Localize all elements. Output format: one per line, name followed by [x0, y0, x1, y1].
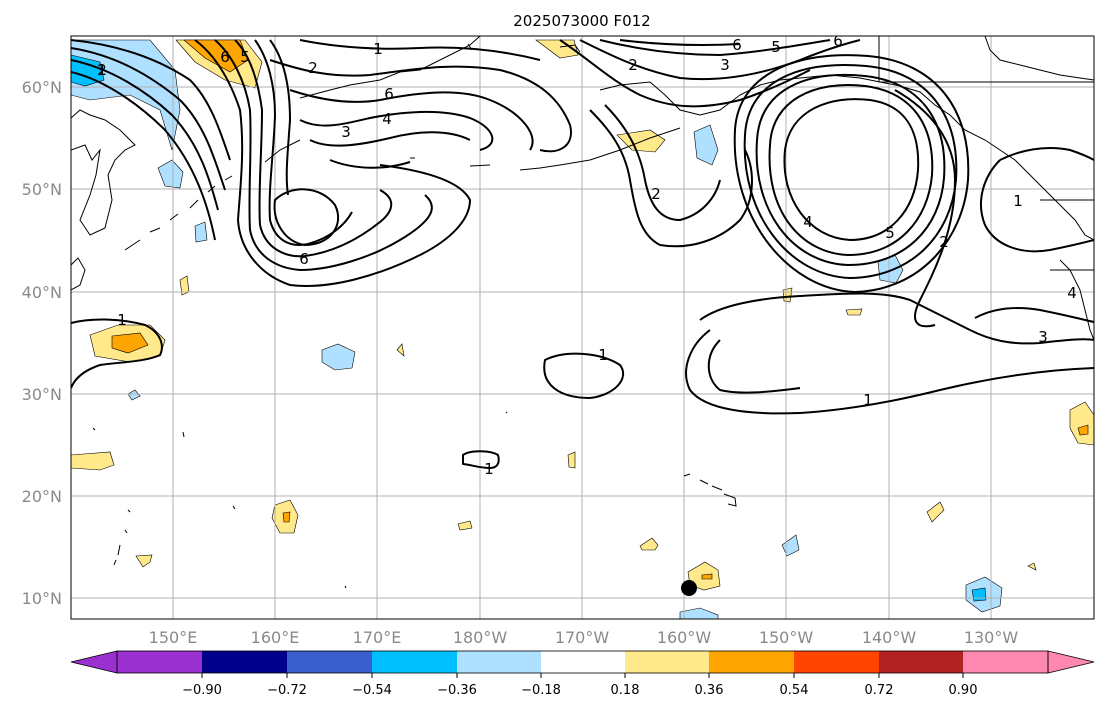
lon-label: 160°E — [251, 628, 300, 647]
contour-label: 1 — [863, 391, 873, 409]
colorbar-segment — [117, 651, 202, 673]
contour-label: 4 — [382, 110, 392, 128]
contour-label: 5 — [240, 48, 250, 66]
colorbar-tick-label: −0.72 — [267, 683, 307, 698]
contour-label: 3 — [1038, 328, 1048, 346]
contour-label: 1 — [97, 61, 107, 79]
contour-label: 1 — [373, 40, 383, 58]
contour-label: 2 — [651, 185, 661, 203]
lon-label: 150°W — [759, 628, 814, 647]
contour-label: 6 — [299, 250, 309, 268]
contours — [71, 39, 1094, 469]
contour-label: 2 — [97, 61, 107, 79]
colorbar-segment — [963, 651, 1048, 673]
map-title: 2025073000 F012 — [513, 12, 650, 30]
contour-label: 1 — [1013, 192, 1023, 210]
colorbar-segment — [625, 651, 709, 673]
lon-label: 140°W — [862, 628, 917, 647]
colorbar-tick-label: 0.72 — [865, 683, 894, 698]
colorbar-segment — [287, 651, 372, 673]
lon-label: 170°E — [353, 628, 402, 647]
lon-label: 180°W — [453, 628, 508, 647]
contour-label: 5 — [885, 224, 895, 242]
contour-label: 2 — [308, 59, 318, 77]
colorbar-under — [70, 650, 118, 674]
colorbar-segment — [879, 651, 963, 673]
colorbar-segment — [372, 651, 457, 673]
contour-label: 3 — [341, 123, 351, 141]
colorbar-tick-label: 0.36 — [695, 683, 724, 698]
contour-label: 6 — [833, 32, 843, 50]
lon-label: 170°W — [555, 628, 610, 647]
lon-label: 160°W — [657, 628, 712, 647]
contour-label: 1 — [117, 311, 127, 329]
contour-label: 6 — [384, 85, 394, 103]
lat-label: 10°N — [22, 589, 62, 608]
colorbar-over — [1047, 650, 1095, 674]
colorbar-border — [116, 650, 1049, 674]
colorbar: −0.90 −0.72 −0.54 −0.36 −0.18 0.18 0.36 … — [70, 650, 1095, 698]
colorbar-segment — [457, 651, 541, 673]
contour-labels: 1 2 5 6 1 2 3 4 6 6 5 3 6 2 6 4 2 5 2 1 … — [97, 32, 1077, 478]
contour-label: 6 — [220, 48, 230, 66]
colorbar-segment — [709, 651, 794, 673]
colorbar-segment — [541, 651, 625, 673]
contour-label: 2 — [939, 233, 949, 251]
colorbar-ticks — [201, 673, 964, 678]
gridlines — [71, 36, 1094, 619]
colorbar-tick-label: −0.90 — [182, 683, 222, 698]
contour-label: 4 — [803, 213, 813, 231]
contour-label: 4 — [1067, 284, 1077, 302]
map-border — [70, 35, 1095, 620]
contour-label: 6 — [732, 36, 742, 54]
latitude-labels: 60°N 50°N 40°N 30°N 20°N 10°N — [22, 78, 62, 608]
location-marker — [681, 580, 697, 596]
colorbar-tick-label: −0.18 — [521, 683, 561, 698]
colorbar-tick-label: −0.54 — [352, 683, 392, 698]
longitude-labels: 150°E 160°E 170°E 180°W 170°W 160°W 150°… — [149, 628, 1019, 647]
contour-label: 5 — [771, 38, 781, 56]
lat-label: 60°N — [22, 78, 62, 97]
contour-label: 2 — [628, 56, 638, 74]
colorbar-tick-label: 0.54 — [780, 683, 809, 698]
colorbar-tick-label: 0.18 — [611, 683, 640, 698]
contour-label: 3 — [720, 56, 730, 74]
colorbar-segment — [794, 651, 879, 673]
colorbar-tick-label: −0.36 — [437, 683, 477, 698]
lat-label: 40°N — [22, 283, 62, 302]
contour-label: 1 — [598, 346, 608, 364]
lat-label: 20°N — [22, 487, 62, 506]
lat-label: 50°N — [22, 180, 62, 199]
lon-label: 130°W — [964, 628, 1019, 647]
anomaly-shading — [71, 39, 1094, 619]
colorbar-tick-label: 0.90 — [949, 683, 978, 698]
map-area: 1 2 5 6 1 2 3 4 6 6 5 3 6 2 6 4 2 5 2 1 … — [71, 32, 1094, 619]
lon-label: 150°E — [149, 628, 198, 647]
colorbar-segment — [202, 651, 287, 673]
contour-label: 1 — [484, 460, 494, 478]
lat-label: 30°N — [22, 385, 62, 404]
